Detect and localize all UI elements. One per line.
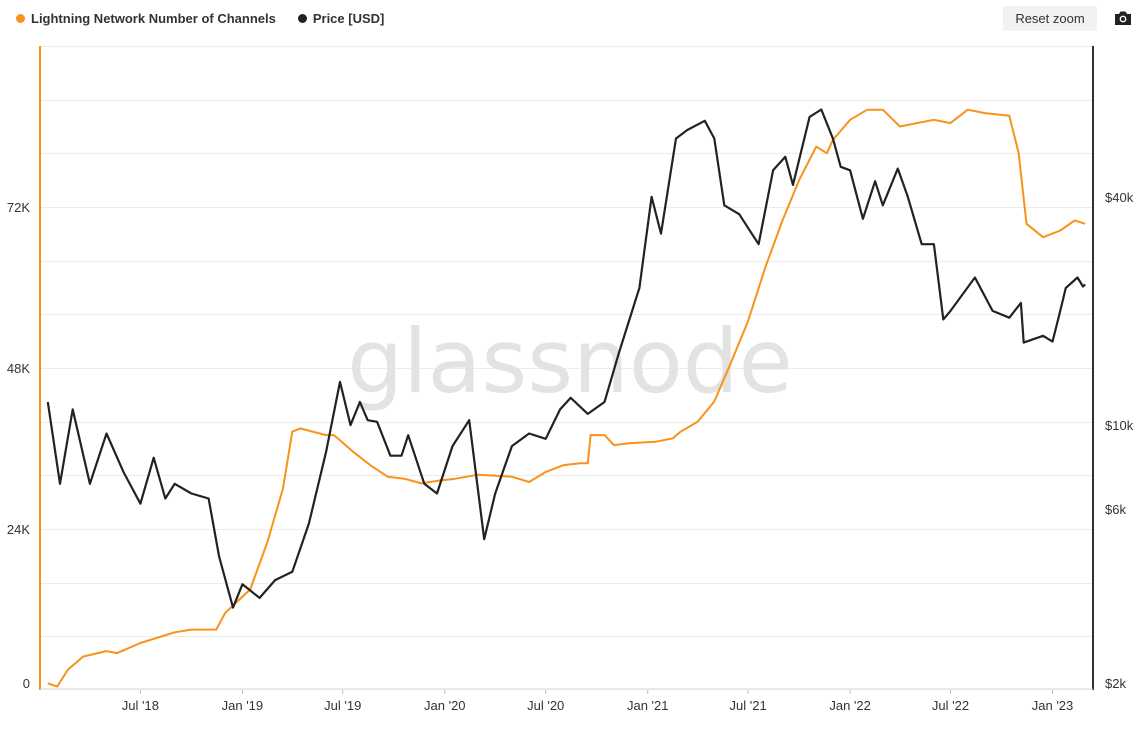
right-tick-label: $6k (1105, 502, 1126, 517)
watermark: glassnode (347, 310, 793, 413)
x-tick-label: Jan '20 (424, 698, 466, 713)
right-tick-label: $10k (1105, 418, 1134, 433)
x-tick-label: Jan '19 (222, 698, 264, 713)
left-tick-label: 24K (7, 522, 30, 537)
right-tick-label: $2k (1105, 676, 1126, 691)
x-tick-label: Jul '22 (932, 698, 969, 713)
camera-icon[interactable] (1114, 10, 1132, 26)
channels-series-line (47, 108, 1086, 688)
x-tick-label: Jan '22 (829, 698, 871, 713)
grid-lines (40, 46, 1093, 637)
price-series-line (46, 108, 1086, 609)
x-tick-label: Jan '23 (1032, 698, 1074, 713)
left-tick-label: 48K (7, 361, 30, 376)
legend-label-price: Price [USD] (312, 11, 385, 26)
legend-label-channels: Lightning Network Number of Channels (31, 11, 276, 26)
price-legend-dot (297, 14, 307, 23)
left-tick-label: 0 (23, 676, 30, 691)
x-tick-label: Jul '18 (122, 698, 159, 713)
channels-legend-dot (16, 14, 25, 23)
left-axis-ticks: 0 24K 48K 72K (7, 200, 30, 691)
x-tick-label: Jul '20 (527, 698, 564, 713)
legend-item-channels[interactable]: Lightning Network Number of Channels (16, 11, 276, 26)
reset-zoom-button[interactable]: Reset zoom (1003, 6, 1097, 31)
left-tick-label: 72K (7, 200, 30, 215)
legend-item-price[interactable]: Price [USD] (297, 11, 385, 26)
right-axis-ticks: $2k $6k $10k $40k (1105, 190, 1134, 691)
chart-legend: Lightning Network Number of Channels Pri… (16, 11, 384, 26)
x-axis-ticks: Jul '18 Jan '19 Jul '19 Jan '20 Jul '20 Jan '… (122, 690, 1074, 713)
x-tick-label: Jul '21 (730, 698, 767, 713)
x-tick-label: Jul '19 (324, 698, 361, 713)
x-tick-label: Jan '21 (627, 698, 669, 713)
right-tick-label: $40k (1105, 190, 1134, 205)
